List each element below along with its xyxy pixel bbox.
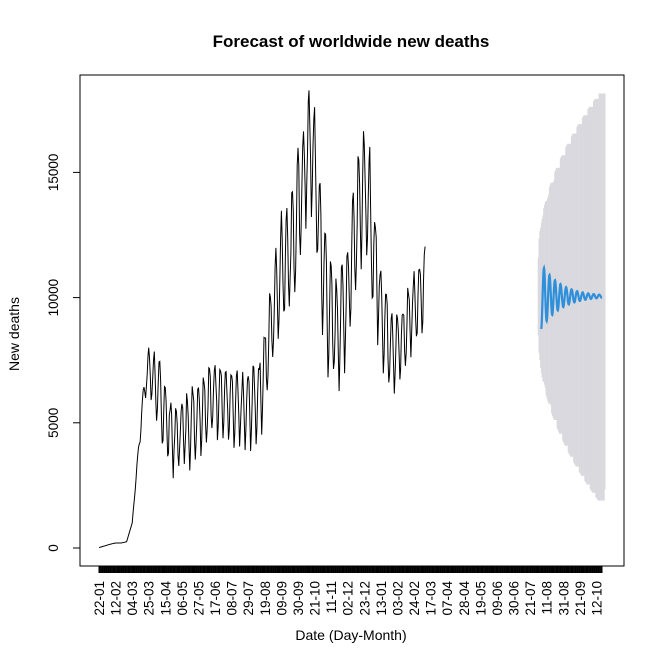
x-tick-label: 23-12 [357,581,372,616]
x-tick-label: 04-03 [125,581,140,616]
x-tick-label: 17-06 [208,581,223,616]
x-tick-label: 19-05 [473,581,488,616]
x-tick-label: 21-10 [308,581,323,616]
x-tick-label: 09-09 [274,581,289,616]
y-tick-label: 0 [46,544,61,552]
x-tick-label: 29-07 [241,581,256,616]
x-axis-label: Date (Day-Month) [295,627,406,643]
x-tick-label: 21-07 [523,581,538,616]
x-tick-label: 03-02 [391,581,406,616]
x-tick-label: 07-04 [440,581,455,616]
x-tick-label: 22-01 [92,581,107,616]
x-tick-label: 08-07 [225,581,240,616]
x-tick-label: 19-08 [258,581,273,616]
y-tick-label: 10000 [46,279,61,317]
x-tick-label: 02-12 [341,581,356,616]
x-tick-label: 30-09 [291,581,306,616]
x-tick-label: 12-10 [590,581,605,616]
forecast-line [540,264,603,330]
x-tick-label: 13-01 [374,581,389,616]
x-tick-label: 30-06 [507,581,522,616]
x-tick-label: 24-02 [407,581,422,616]
x-tick-label: 11-11 [324,581,339,614]
x-tick-label: 11-08 [540,581,555,615]
x-tick-label: 28-04 [457,581,472,616]
x-tick-label: 21-09 [573,581,588,616]
y-tick-label: 5000 [46,408,61,438]
x-tick-label: 12-02 [109,581,124,616]
forecast-series [540,264,603,330]
x-tick-label: 25-03 [142,581,157,616]
x-tick-label: 17-03 [424,581,439,616]
observed-line [98,90,426,548]
x-axis: 22-01 12-02 04-03 25-03 15-04 06-05 27-05 17-06… [92,566,605,616]
observed-series [98,90,426,548]
chart-title: Forecast of worldwide new deaths [213,32,490,51]
y-axis: 0 5000 10000 15000 [46,154,80,552]
x-tick-label: 27-05 [192,581,207,616]
x-tick-label: 09-06 [490,581,505,616]
x-tick-label: 06-05 [175,581,190,616]
y-tick-label: 15000 [46,154,61,192]
y-axis-label: New deaths [6,297,22,371]
x-tick-label: 15-04 [158,581,173,616]
x-tick-label: 31-08 [556,581,571,616]
